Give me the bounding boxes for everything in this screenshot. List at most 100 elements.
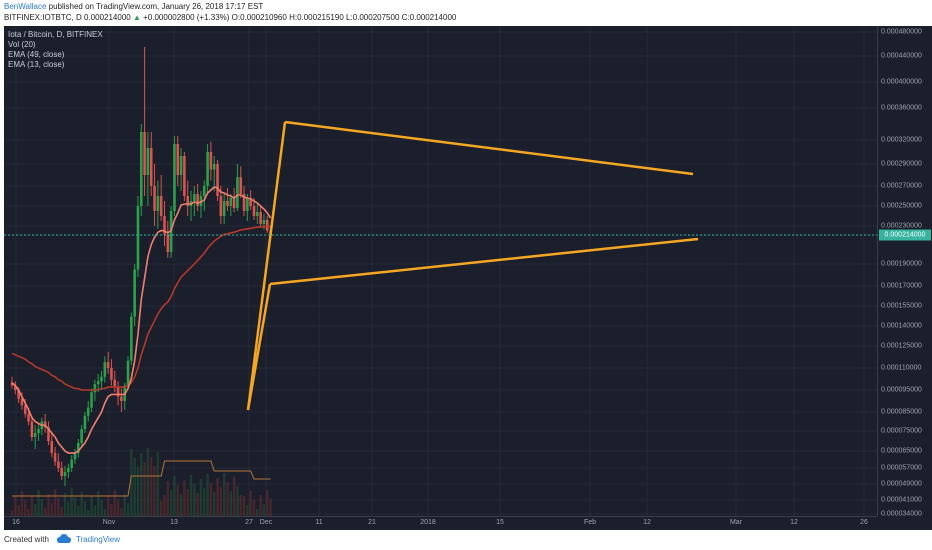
price-chart[interactable] (4, 26, 877, 516)
up-arrow-icon: ▲ (132, 13, 141, 22)
x-tick-label: 11 (315, 519, 323, 526)
tradingview-brand[interactable]: TradingView (76, 535, 121, 544)
volume-bar (53, 489, 57, 516)
y-tick-label: 0.000085000 (881, 408, 922, 416)
candle-body (193, 194, 196, 201)
y-tick-label: 0.000125000 (881, 342, 922, 350)
change-value: +0.000002800 (+1.33%) (143, 13, 230, 22)
volume-bar (70, 488, 73, 516)
volume-bar (34, 504, 37, 516)
volume-bar (216, 478, 219, 516)
published-text: published on TradingView.com, January 26… (48, 2, 264, 11)
y-tick-label: 0.000170000 (881, 282, 922, 290)
candle-body (113, 379, 117, 388)
y-tick-label: 0.000075000 (881, 427, 922, 435)
volume-bar (27, 509, 30, 516)
candle-body (156, 196, 160, 211)
volume-bar (229, 491, 232, 516)
candle-body (86, 407, 90, 416)
x-tick-label: 15 (496, 519, 504, 526)
price-axis[interactable]: 0.000480000 0.000440000 0.000400000 0.00036… (877, 26, 932, 518)
candle-body (252, 206, 256, 216)
y-tick-label: 0.000034000 (881, 510, 922, 518)
volume-bar (150, 457, 153, 516)
x-tick-label: 21 (368, 519, 376, 526)
x-tick-label: Nov (102, 519, 116, 526)
legend-ema13[interactable]: EMA (13, close) (8, 60, 65, 69)
candle-body (47, 427, 50, 441)
candle-body (166, 234, 170, 252)
volume-bar (130, 449, 133, 516)
chart-pane[interactable]: Iota / Bitcoin, D, BITFINEX Vol (20) EMA… (4, 26, 877, 516)
candle-body (10, 382, 14, 386)
volume-bar (222, 473, 226, 516)
x-tick-label: Feb (583, 519, 597, 526)
candle-body (103, 362, 107, 377)
volume-bar (156, 452, 160, 516)
volume-bar (57, 498, 60, 516)
candle-body (173, 144, 176, 211)
candle-body (232, 198, 236, 208)
volume-bar (87, 510, 90, 516)
volume-bar (100, 500, 103, 516)
candle-body (149, 148, 153, 186)
candle-body (116, 387, 120, 397)
volume-bar (77, 506, 80, 516)
candle-body (209, 152, 213, 170)
candle-body (90, 392, 93, 408)
volume-bar (176, 485, 179, 516)
volume-ma-line (12, 460, 271, 497)
candle-body (20, 398, 24, 406)
volume-bar (246, 505, 249, 516)
volume-bar (183, 480, 186, 516)
candle-body (57, 461, 60, 468)
y-tick-label: 0.000320000 (881, 136, 922, 144)
y-tick-label: 0.000270000 (881, 182, 922, 190)
chart-legend: Iota / Bitcoin, D, BITFINEX Vol (20) EMA… (8, 30, 103, 70)
legend-vol[interactable]: Vol (20) (8, 40, 36, 49)
candle-body (73, 453, 77, 460)
axis-corner (877, 516, 932, 530)
volume-bar (133, 458, 136, 516)
volume-bar (262, 504, 266, 516)
author-link[interactable]: BenWallace (4, 2, 47, 11)
volume-bar (186, 489, 189, 516)
volume-bar (199, 479, 203, 516)
current-price-tag: 0.000214000 (879, 229, 931, 241)
candle-body (176, 144, 180, 175)
volume-bar (30, 495, 34, 516)
volume-bar (10, 510, 14, 516)
candle-body (265, 220, 269, 231)
volume-bar (209, 483, 213, 516)
price-value: 0.000214000 (84, 13, 131, 22)
y-tick-label: 0.000360000 (881, 104, 922, 112)
volume-bar (189, 475, 193, 516)
candle-body (206, 152, 209, 186)
volume-bar (50, 503, 53, 516)
legend-ema49[interactable]: EMA (49, close) (8, 50, 65, 59)
y-tick-label: 0.000041000 (881, 496, 922, 504)
y-tick-label: 0.000190000 (881, 260, 922, 268)
volume-bar (203, 488, 206, 516)
candle-body (83, 415, 87, 430)
y-tick-label: 0.000049000 (881, 480, 922, 488)
candle-body (33, 433, 37, 437)
volume-bar (256, 509, 259, 516)
candle-body (93, 384, 97, 393)
volume-bar (116, 499, 120, 516)
candle-body (222, 201, 226, 216)
volume-bar (120, 508, 123, 516)
volume-bar (242, 496, 246, 516)
candle-body (100, 376, 103, 382)
candle-body (183, 156, 186, 196)
trendline-upper (284, 120, 694, 176)
volume-bar (193, 484, 196, 516)
y-tick-label: 0.000057000 (881, 464, 922, 472)
candle-body (146, 148, 150, 175)
volume-bar (73, 497, 77, 516)
time-axis[interactable]: 16 Nov 13 27 Dec 11 21 2018 15 Feb 12 Mar 12 26 (4, 516, 877, 531)
ema49-line (11, 225, 271, 391)
footer: Created with TradingView (0, 530, 932, 550)
open-value: O:0.000210960 (231, 13, 287, 22)
x-tick-label: Mar (729, 519, 743, 526)
